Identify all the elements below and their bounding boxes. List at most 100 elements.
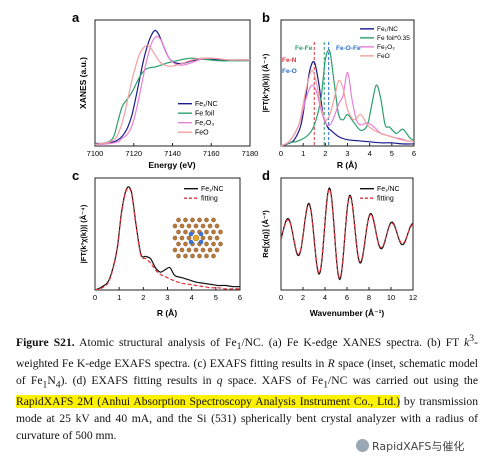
bond-annotation: Fe-N <box>282 57 297 64</box>
carbon-atom <box>207 247 213 253</box>
legend-label: Fe foil <box>195 111 215 118</box>
nitrogen-atom <box>188 239 194 245</box>
carbon-atom <box>176 217 181 223</box>
x-tick-label: 12 <box>409 293 417 302</box>
x-tick-label: 7100 <box>87 149 104 158</box>
carbon-atom <box>193 223 199 229</box>
carbon-atom <box>172 247 178 253</box>
carbon-atom <box>183 253 188 259</box>
series-line-fe-foil-0-35 <box>280 49 415 147</box>
carbon-atom <box>204 229 209 235</box>
panel-b-ylabel: |FT(k³χ(k))| (Å⁻⁴) <box>261 53 270 112</box>
legend-label: Fe₂O₃ <box>377 44 395 51</box>
iron-atom <box>192 234 200 242</box>
carbon-atom <box>172 235 178 241</box>
panel-c: c 0 1 2 3 4 5 6 R (Å) |FT(k³χ(k))| (Å⁻⁴) Fe₁/N… <box>72 168 242 318</box>
legend-label: fitting <box>201 196 218 203</box>
carbon-atom <box>200 235 206 241</box>
panel-d-letter: d <box>262 168 270 183</box>
caption-text: /NC was carried out using the <box>328 374 478 388</box>
carbon-atom <box>183 217 188 223</box>
caption-text: /NC. (a) Fe K-edge XANES spectra. (b) FT <box>241 335 465 349</box>
panel-b-legend: Fe₁/NC Fe foil*0.35 Fe₂O₃ FeO <box>360 26 410 60</box>
caption-text: space (inset, schematic model of Fe <box>16 357 478 388</box>
caption-k: k <box>464 335 470 349</box>
carbon-atom <box>186 235 192 241</box>
caption-sub: 1 <box>236 341 242 353</box>
x-tick-label: 1 <box>301 149 305 158</box>
series-line-fitting <box>94 187 240 291</box>
legend-label: Fe₂O₃ <box>195 120 214 127</box>
caption-sub: 4 <box>55 379 61 391</box>
panel-c-letter: c <box>72 168 79 183</box>
panel-a-letter: a <box>72 10 80 25</box>
carbon-atom <box>179 223 185 229</box>
x-tick-label: 4 <box>323 293 327 302</box>
caption-q: q <box>216 374 223 388</box>
carbon-atom <box>218 241 223 247</box>
x-tick-label: 4 <box>190 293 194 302</box>
x-tick-label: 0 <box>93 293 97 302</box>
x-tick-label: 0 <box>279 293 283 302</box>
carbon-atom <box>172 223 178 229</box>
x-tick-label: 2 <box>141 293 145 302</box>
figure-panels: a 7100 7120 7140 7160 7180 Energy (eV) XANES… <box>72 10 417 318</box>
carbon-atom <box>204 217 209 223</box>
panel-d-xlabel: Wavenumber (Å⁻¹) <box>310 308 385 318</box>
carbon-atom <box>179 235 185 241</box>
series-line-fe-foil <box>94 57 250 145</box>
carbon-atom <box>207 235 213 241</box>
carbon-atom <box>211 253 216 259</box>
carbon-atom <box>204 241 209 247</box>
x-tick-label: 2 <box>323 149 327 158</box>
carbon-atom <box>179 247 185 253</box>
carbon-atom <box>211 229 216 235</box>
panel-d-ylabel: Re[χ(q)] (Å⁻³) <box>261 210 270 258</box>
wechat-icon <box>356 439 369 452</box>
legend-label: FeO <box>195 130 209 137</box>
x-tick-label: 7120 <box>125 149 142 158</box>
watermark: RapidXAFS与催化 <box>356 438 464 454</box>
carbon-atom <box>211 241 216 247</box>
carbon-atom <box>200 247 206 253</box>
carbon-atom <box>176 241 181 247</box>
series-line-feo <box>280 69 415 147</box>
caption-sup: 3 <box>469 333 475 344</box>
panel-b-letter: b <box>262 10 270 25</box>
panel-d-legend: Fe₁/NC fitting <box>360 186 400 203</box>
nitrogen-atom <box>198 231 204 237</box>
caption-sub: 1 <box>323 379 329 391</box>
fe1n4-model-inset <box>172 217 223 259</box>
x-tick-label: 7180 <box>242 149 259 158</box>
carbon-atom <box>214 247 220 253</box>
x-tick-label: 3 <box>345 149 349 158</box>
x-tick-label: 10 <box>387 293 395 302</box>
caption-r: R <box>327 357 335 371</box>
carbon-atom <box>193 247 199 253</box>
carbon-atom <box>197 217 202 223</box>
x-tick-label: 7140 <box>164 149 181 158</box>
panel-a: a 7100 7120 7140 7160 7180 Energy (eV) XANES… <box>72 10 258 170</box>
caption-text: N <box>47 374 56 388</box>
watermark-text: RapidXAFS与催化 <box>372 440 465 453</box>
x-tick-label: 6 <box>345 293 349 302</box>
carbon-atom <box>204 253 209 259</box>
carbon-atom <box>183 229 188 235</box>
caption-text: -weighted Fe K-edge EXAFS spectra. (c) E… <box>16 335 478 371</box>
carbon-atom <box>176 229 181 235</box>
carbon-atom <box>214 223 220 229</box>
series-line-fe-nc <box>94 29 250 145</box>
nitrogen-atom <box>198 239 204 245</box>
panel-b-xlabel: R (Å) <box>337 160 357 170</box>
carbon-atom <box>190 217 195 223</box>
carbon-atom <box>186 223 192 229</box>
figure-caption: Figure S21. Atomic structural analysis o… <box>16 330 478 444</box>
x-tick-label: 3 <box>165 293 169 302</box>
series-line-feo <box>94 44 250 145</box>
bond-annotation: Fe-O-Fe <box>336 45 361 52</box>
x-tick-label: 7160 <box>203 149 220 158</box>
carbon-atom <box>214 235 220 241</box>
caption-text: ). (d) EXAFS fitting results in <box>60 374 217 388</box>
legend-label: Fe foil*0.35 <box>377 35 410 42</box>
panel-c-ylabel: |FT(k³χ(k))| (Å⁻⁴) <box>79 204 88 263</box>
